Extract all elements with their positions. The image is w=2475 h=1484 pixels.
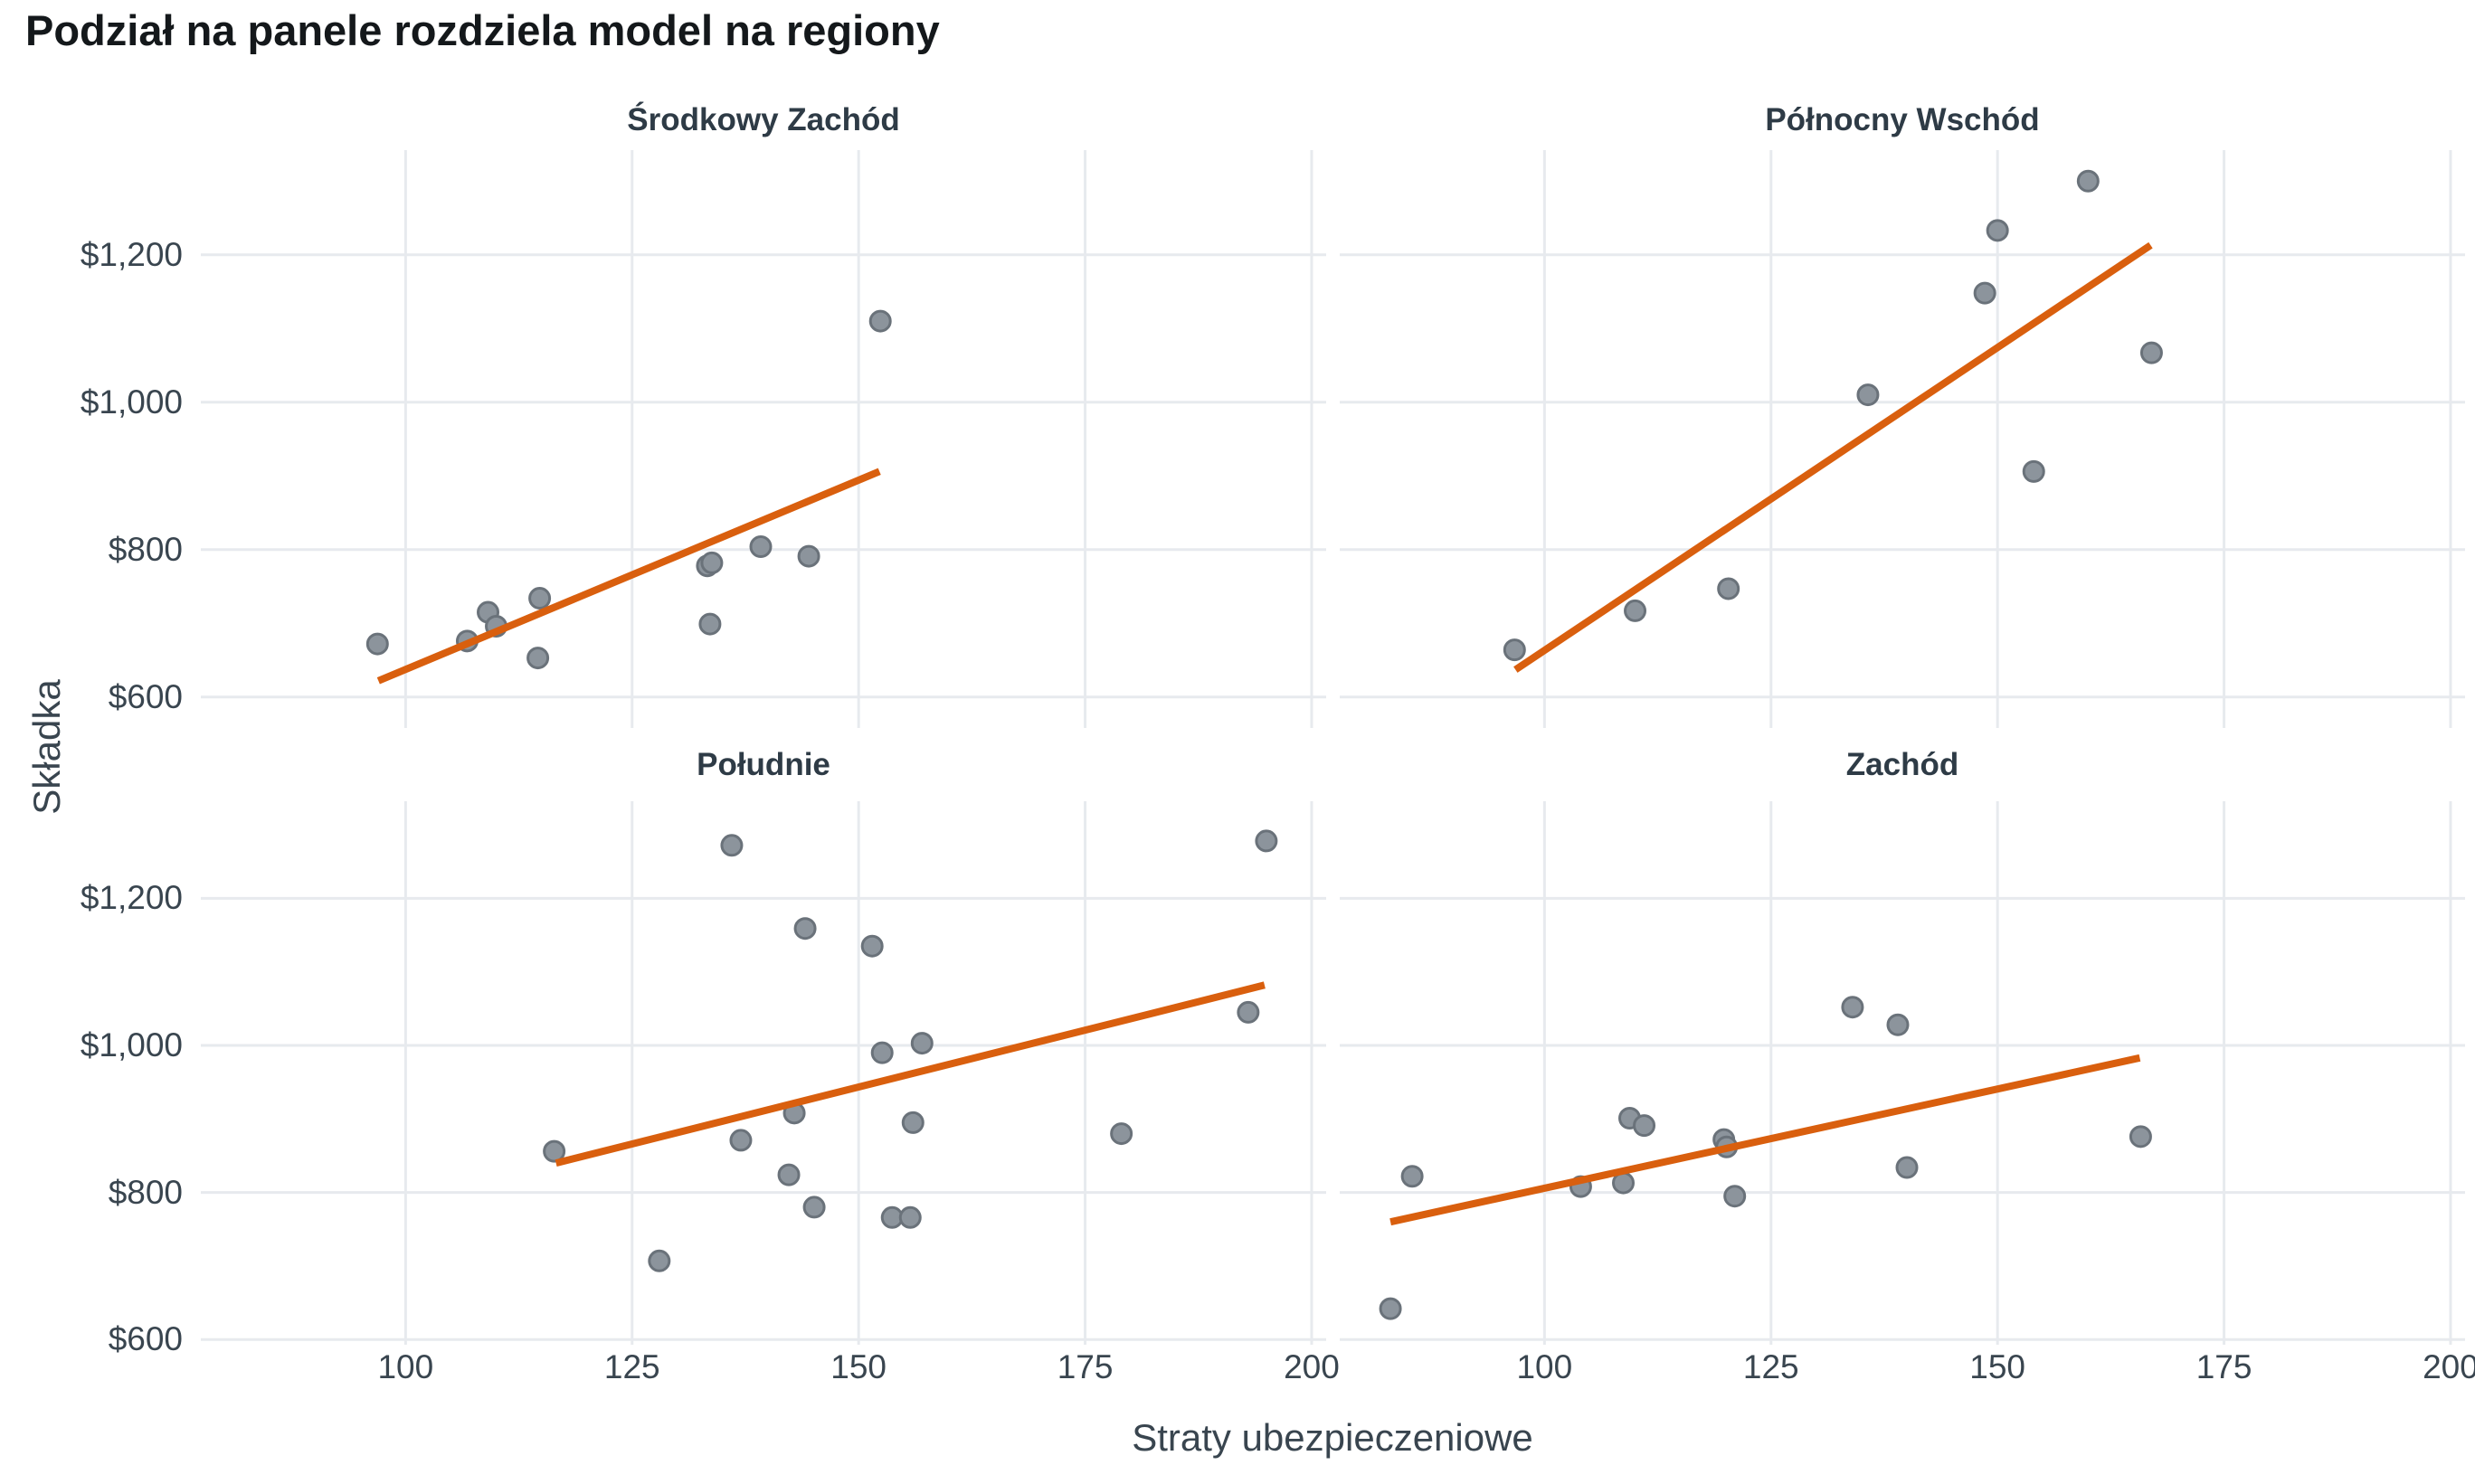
data-point — [1400, 1165, 1424, 1188]
scatter-plot-srodkowy-zachod — [201, 150, 1326, 728]
data-point — [648, 1249, 671, 1272]
data-point — [1841, 996, 1864, 1019]
y-tick-label: $800 — [108, 530, 183, 568]
data-point — [698, 612, 722, 636]
facet-panel-zachod — [1340, 801, 2465, 1345]
data-point — [797, 544, 820, 568]
data-point — [793, 917, 817, 940]
trend-line — [376, 468, 881, 685]
trend-line — [1513, 241, 2153, 673]
data-point — [868, 309, 892, 333]
data-point — [2022, 459, 2045, 483]
x-tick-label: 175 — [2195, 1348, 2252, 1385]
data-point — [870, 1041, 894, 1064]
data-point — [860, 934, 884, 958]
x-tick-label: 150 — [830, 1348, 887, 1385]
data-point — [901, 1111, 925, 1134]
data-point — [1723, 1185, 1747, 1208]
data-point — [1110, 1122, 1133, 1146]
x-tick-label: 200 — [2423, 1348, 2475, 1385]
data-point — [1255, 829, 1278, 853]
data-point — [2139, 341, 2163, 364]
data-point — [365, 632, 389, 656]
x-tick-label: 100 — [377, 1348, 434, 1385]
trend-line — [555, 981, 1266, 1167]
data-point — [1503, 638, 1526, 662]
y-tick-label: $600 — [108, 677, 183, 715]
data-point — [2129, 1125, 2152, 1148]
data-point — [1973, 281, 1996, 305]
x-tick-label: 150 — [1969, 1348, 2026, 1385]
x-tick-label: 125 — [1742, 1348, 1799, 1385]
data-point — [1633, 1114, 1656, 1138]
data-point — [910, 1032, 934, 1055]
x-tick-label: 200 — [1284, 1348, 1340, 1385]
data-point — [1856, 383, 1880, 407]
y-tick-label: $1,000 — [80, 1026, 183, 1063]
y-tick-label: $600 — [108, 1320, 183, 1358]
data-point — [1379, 1297, 1402, 1320]
trend-line — [1389, 1054, 2141, 1226]
data-point — [2076, 169, 2100, 193]
data-point — [749, 534, 773, 558]
y-tick-label: $1,200 — [80, 879, 183, 917]
y-tick-label: $1,200 — [80, 235, 183, 273]
facet-strip-title-poludnie: Południe — [697, 747, 830, 782]
data-point — [1886, 1013, 1910, 1036]
y-tick-label: $800 — [108, 1173, 183, 1211]
data-point — [802, 1196, 826, 1219]
data-point — [777, 1163, 801, 1186]
x-tick-label: 125 — [603, 1348, 660, 1385]
facet-strip-title-polnocny-wschod: Północny Wschód — [1765, 102, 2040, 137]
facet-strip-title-srodkowy-zachod: Środkowy Zachód — [627, 102, 900, 137]
data-point — [720, 834, 744, 857]
data-point — [1624, 599, 1647, 622]
data-point — [898, 1205, 922, 1229]
y-tick-label: $1,000 — [80, 383, 183, 421]
data-point — [543, 1139, 566, 1163]
data-point — [528, 587, 552, 610]
data-point — [1895, 1156, 1919, 1179]
data-point — [526, 647, 550, 670]
x-axis-title: Straty ubezpieczeniowe — [1132, 1416, 1533, 1459]
facet-panel-polnocny-wschod — [1340, 150, 2465, 728]
data-point — [1986, 219, 2009, 242]
facet-panel-srodkowy-zachod — [201, 150, 1326, 728]
chart-title: Podział na panele rozdziela model na reg… — [25, 6, 940, 54]
scatter-plot-polnocny-wschod — [1340, 150, 2465, 728]
x-tick-label: 175 — [1057, 1348, 1114, 1385]
facet-strip-title-zachod: Zachód — [1845, 747, 1959, 782]
data-point — [1237, 1000, 1260, 1024]
data-point — [1717, 577, 1740, 600]
x-tick-label: 100 — [1516, 1348, 1573, 1385]
scatter-plot-zachod — [1340, 801, 2465, 1345]
data-point — [729, 1129, 753, 1152]
scatter-plot-poludnie — [201, 801, 1326, 1345]
facet-panel-poludnie — [201, 801, 1326, 1345]
data-point — [700, 551, 724, 574]
